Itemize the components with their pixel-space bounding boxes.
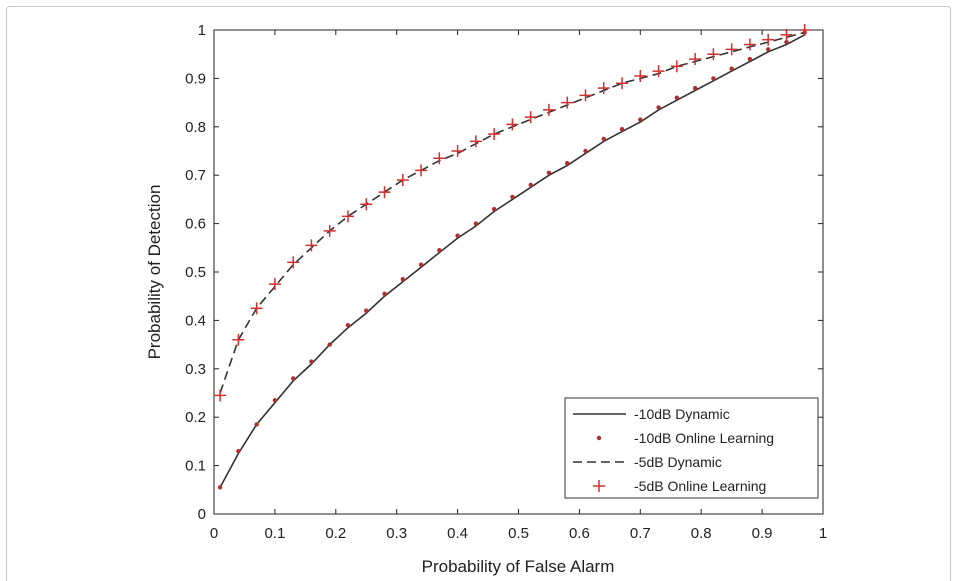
x-tick-label: 0.4 (447, 525, 468, 542)
y-tick-label: 0.1 (185, 458, 206, 475)
series-0 (219, 34, 806, 488)
x-tick-label: 1 (819, 525, 827, 542)
y-tick-label: 0.5 (185, 264, 206, 281)
x-tick-label: 0.8 (691, 525, 712, 542)
data-point (491, 206, 497, 212)
y-tick-label: 0.7 (185, 167, 206, 184)
y-tick-label: 0 (198, 506, 206, 523)
series-layer (214, 24, 811, 490)
data-point (765, 47, 771, 52)
data-point (711, 76, 716, 81)
y-tick-label: 0.8 (185, 119, 206, 136)
data-point (528, 182, 533, 188)
x-tick-label: 0.9 (752, 525, 773, 542)
legend-label: -10dB Dynamic (634, 406, 730, 422)
series-1 (217, 30, 807, 490)
data-point (418, 262, 424, 267)
x-tick-label: 0.1 (264, 525, 285, 542)
data-point (327, 342, 332, 347)
series-3 (214, 24, 811, 402)
y-tick-label: 0.4 (185, 312, 206, 329)
data-point (364, 308, 369, 313)
data-point (510, 194, 515, 200)
data-point (455, 233, 460, 238)
series-line (219, 34, 806, 488)
legend-label: -5dB Online Learning (634, 478, 766, 494)
data-point (674, 95, 680, 100)
y-tick-label: 0.2 (185, 409, 206, 426)
x-tick-label: 0.6 (569, 525, 590, 542)
data-point (236, 448, 241, 454)
y-axis-label: Probability of Detection (145, 185, 164, 360)
axis-ticks: 0 0.1 0.2 0.3 0.4 0.5 0.6 0.7 0.8 0.9 1 0 0.1 0.2 0.3 0… (185, 22, 827, 542)
data-point (583, 148, 588, 154)
data-point (309, 359, 314, 364)
data-point (546, 170, 552, 175)
x-tick-label: 0.7 (630, 525, 651, 542)
x-tick-label: 0.2 (325, 525, 346, 542)
legend: -10dB Dynamic -10dB Online Learning -5dB D… (564, 397, 819, 499)
data-point (272, 398, 278, 403)
y-tick-label: 1 (198, 22, 206, 39)
x-tick-label: 0 (210, 525, 218, 542)
data-point (382, 291, 387, 296)
data-point (601, 136, 606, 142)
data-point (656, 105, 661, 110)
legend-label: -10dB Online Learning (634, 430, 774, 446)
y-tick-label: 0.6 (185, 216, 206, 233)
data-point (217, 485, 223, 490)
data-point (400, 277, 405, 282)
data-point (747, 56, 753, 62)
data-point (638, 117, 643, 122)
data-point (290, 376, 296, 381)
x-axis-label: Probability of False Alarm (422, 557, 615, 576)
y-tick-label: 0.9 (185, 70, 206, 87)
data-point (619, 127, 625, 132)
data-point (729, 66, 734, 71)
data-point (254, 422, 259, 427)
data-point (565, 160, 570, 166)
legend-swatch-dot (596, 435, 602, 441)
figure-frame (6, 6, 951, 581)
x-tick-label: 0.5 (508, 525, 529, 542)
data-point (784, 39, 789, 45)
data-point (437, 248, 442, 253)
x-tick-label: 0.3 (386, 525, 407, 542)
data-point (692, 85, 698, 91)
y-tick-label: 0.3 (185, 361, 206, 378)
data-point (473, 221, 479, 226)
legend-label: -5dB Dynamic (634, 454, 722, 470)
data-point (345, 323, 351, 328)
